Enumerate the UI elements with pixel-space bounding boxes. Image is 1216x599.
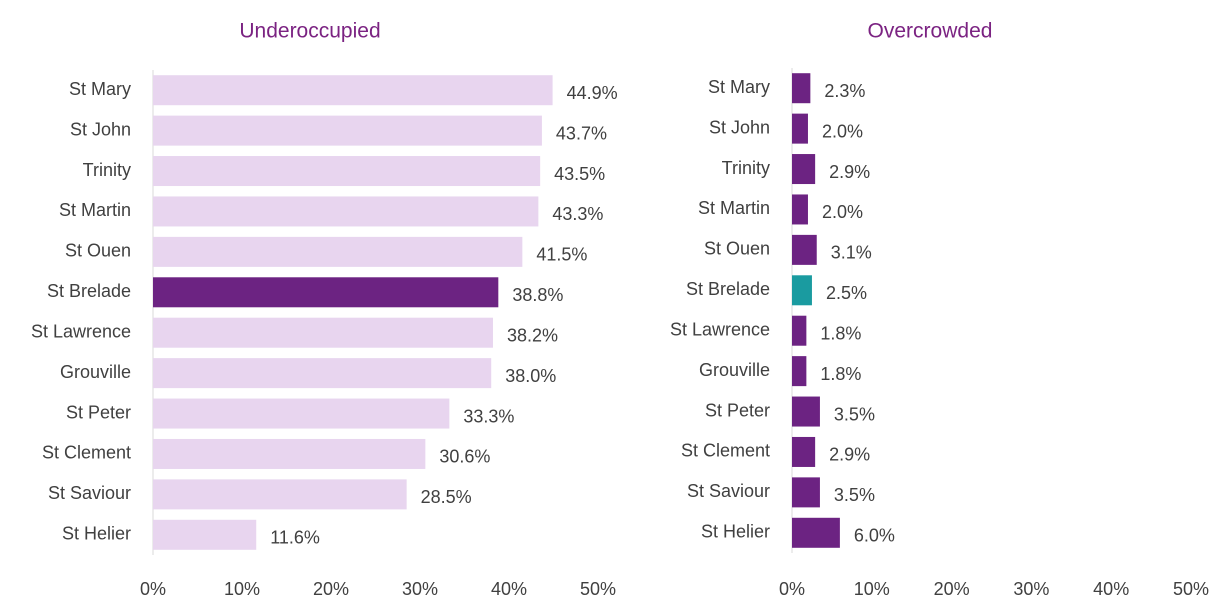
data-label: 28.5% (421, 487, 472, 507)
data-label: 38.2% (507, 325, 558, 345)
x-tick-label: 10% (224, 579, 260, 599)
data-label: 2.5% (826, 283, 867, 303)
data-label: 11.6% (270, 528, 320, 548)
data-label: 41.5% (536, 245, 587, 265)
x-tick-label: 30% (402, 579, 438, 599)
bar (792, 517, 840, 548)
bar (153, 398, 450, 429)
y-tick-label: St Brelade (47, 281, 131, 301)
bar (153, 438, 426, 469)
x-tick-label: 50% (580, 579, 616, 599)
y-tick-label: St Peter (705, 400, 770, 420)
y-tick-label: St Ouen (704, 239, 770, 259)
chart-title: Overcrowded (868, 20, 993, 43)
x-tick-label: 30% (1013, 579, 1049, 599)
y-tick-label: St Mary (69, 79, 131, 99)
x-tick-label: 50% (1173, 579, 1209, 599)
data-label: 2.9% (829, 162, 870, 182)
data-label: 38.0% (505, 366, 556, 386)
y-tick-label: St Lawrence (31, 321, 131, 341)
y-tick-label: Grouville (699, 360, 770, 380)
data-label: 43.5% (554, 164, 605, 184)
data-label: 2.3% (824, 81, 865, 101)
x-tick-label: 20% (934, 579, 970, 599)
bar (792, 113, 808, 144)
y-tick-label: St Clement (681, 441, 770, 461)
y-tick-label: St Brelade (686, 279, 770, 299)
data-label: 3.5% (834, 485, 875, 505)
bar (153, 236, 523, 267)
y-tick-label: St Helier (62, 524, 131, 544)
y-tick-label: St Clement (42, 443, 131, 463)
y-tick-label: St Martin (698, 198, 770, 218)
bar (153, 75, 553, 106)
bar (792, 73, 811, 104)
bar (792, 477, 820, 508)
bar (792, 356, 807, 387)
data-label: 3.1% (831, 243, 872, 263)
bar (153, 156, 541, 187)
data-label: 30.6% (439, 447, 490, 467)
y-tick-label: Trinity (83, 160, 131, 180)
x-tick-label: 0% (140, 579, 166, 599)
bar (792, 396, 820, 427)
data-label: 43.3% (552, 204, 603, 224)
chart-title: Underoccupied (239, 20, 380, 43)
bar (792, 275, 812, 306)
data-label: 6.0% (854, 526, 895, 546)
x-tick-label: 10% (854, 579, 890, 599)
bar (792, 154, 816, 185)
y-tick-label: St Mary (708, 77, 770, 97)
y-tick-label: St Peter (66, 402, 131, 422)
bar (153, 519, 257, 550)
bar (153, 317, 493, 348)
y-tick-label: St Lawrence (670, 319, 770, 339)
x-tick-label: 0% (779, 579, 805, 599)
y-tick-label: St Saviour (687, 481, 770, 501)
bar (792, 436, 816, 467)
data-label: 33.3% (463, 406, 514, 426)
bar (153, 479, 407, 510)
bar (153, 277, 499, 308)
y-tick-label: St John (70, 119, 131, 139)
y-tick-label: St John (709, 117, 770, 137)
data-label: 2.0% (822, 202, 863, 222)
data-label: 3.5% (834, 404, 875, 424)
data-label: 1.8% (820, 323, 861, 343)
bar (792, 234, 817, 265)
y-tick-label: St Helier (701, 522, 770, 542)
x-tick-label: 40% (1093, 579, 1129, 599)
y-tick-label: St Martin (59, 200, 131, 220)
data-label: 38.8% (512, 285, 563, 305)
bar (792, 315, 807, 346)
data-label: 44.9% (567, 83, 618, 103)
bar (153, 358, 492, 389)
bar (153, 196, 539, 227)
y-tick-label: St Ouen (65, 241, 131, 261)
y-tick-label: Trinity (722, 158, 770, 178)
bar (792, 194, 808, 225)
x-tick-label: 20% (313, 579, 349, 599)
data-label: 43.7% (556, 123, 607, 143)
data-label: 2.0% (822, 121, 863, 141)
bar (153, 115, 542, 146)
x-tick-label: 40% (491, 579, 527, 599)
data-label: 2.9% (829, 445, 870, 465)
y-tick-label: St Saviour (48, 483, 131, 503)
y-tick-label: Grouville (60, 362, 131, 382)
data-label: 1.8% (820, 364, 861, 384)
